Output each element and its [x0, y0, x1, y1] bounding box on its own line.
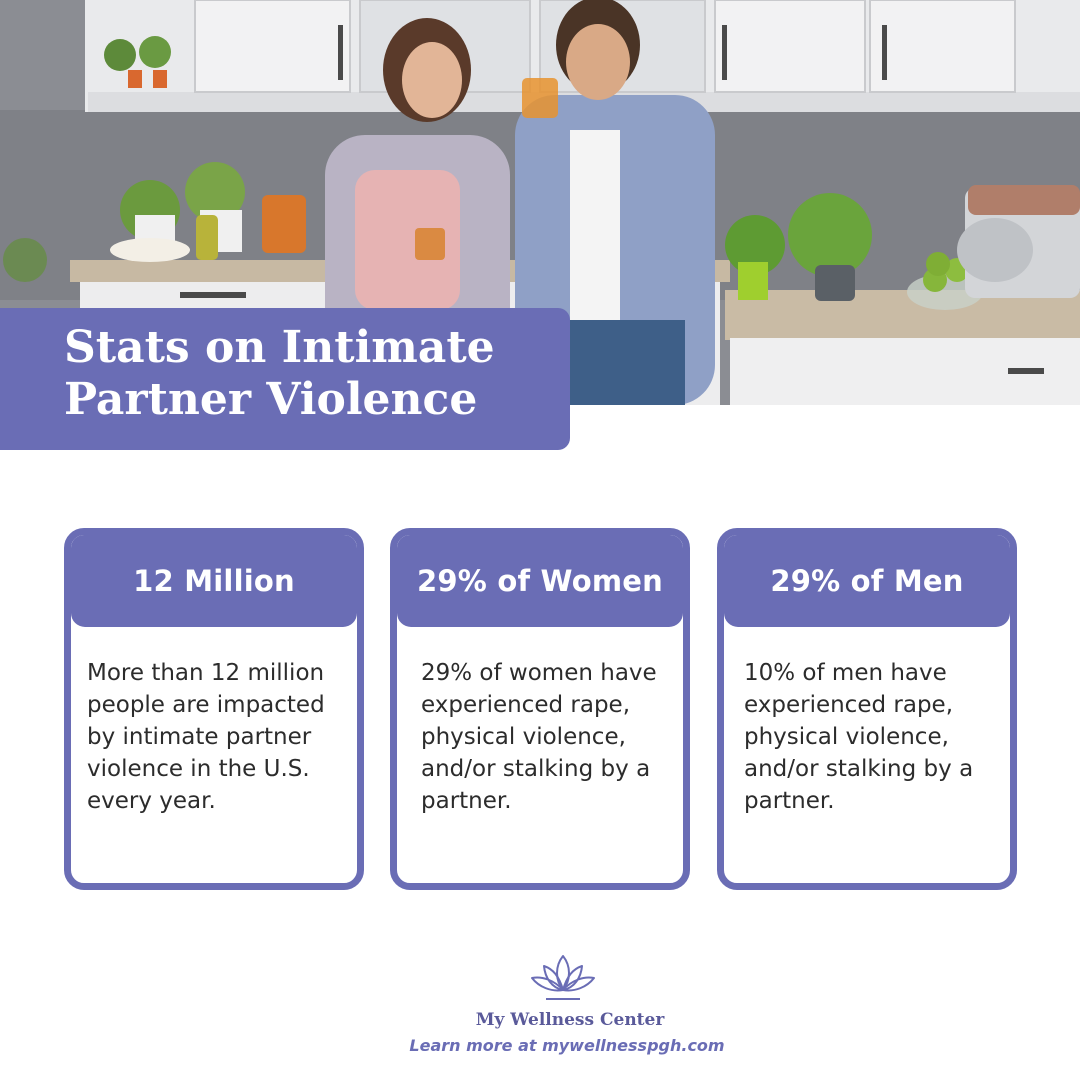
title-line-2: Partner Violence — [64, 374, 478, 425]
stat-heading: 29% of Women — [397, 535, 683, 627]
stat-heading: 12 Million — [71, 535, 357, 627]
website-tagline: Learn more at mywellnesspgh.com — [409, 1036, 725, 1055]
page-title: Stats on Intimate Partner Violence — [64, 322, 564, 426]
stat-heading: 29% of Men — [724, 535, 1010, 627]
title-line-1: Stats on Intimate — [64, 322, 495, 373]
title-banner — [0, 308, 570, 450]
stat-description: 29% of women have experienced rape, phys… — [421, 660, 657, 814]
stat-card-women: 29% of Women 29% of women have experienc… — [390, 528, 690, 890]
stat-description: More than 12 million people are impacted… — [87, 660, 325, 814]
stat-card-total: 12 Million More than 12 million people a… — [64, 528, 364, 890]
lotus-icon — [531, 955, 595, 1000]
stat-description: 10% of men have experienced rape, physic… — [744, 660, 974, 814]
brand-name: My Wellness Center — [475, 1010, 665, 1030]
stat-card-men: 29% of Men 10% of men have experienced r… — [717, 528, 1017, 890]
